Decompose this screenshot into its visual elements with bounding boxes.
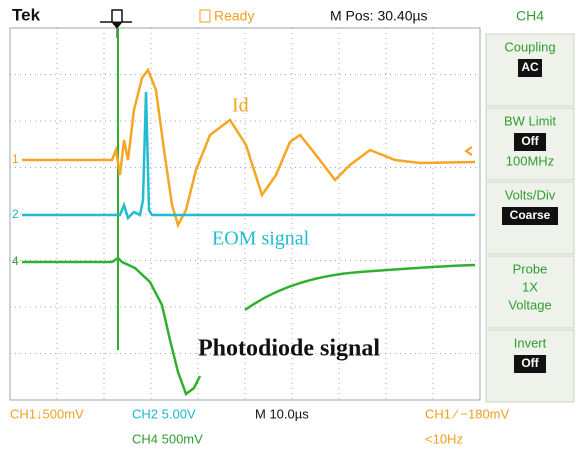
side-menu: Coupling AC BW Limit Off 100MHz Volts/Div Coar… [486, 34, 574, 402]
timebase: M 10.0µs [255, 406, 309, 421]
eom-label: EOM signal [212, 228, 310, 250]
menu-extra: 1X [522, 279, 538, 294]
ch4-marker: 4 [12, 254, 19, 268]
menu-item[interactable]: Invert Off [486, 330, 574, 402]
ch1-setting: CH1↓500mV [10, 406, 84, 421]
channel: CH4 [516, 8, 544, 24]
ch2-marker: 2 [12, 207, 19, 221]
menu-extra: Voltage [508, 297, 551, 312]
photodiode-label: Photodiode signal [198, 336, 380, 362]
menu-item[interactable]: Volts/Div Coarse [486, 182, 574, 254]
menu-label: BW Limit [504, 113, 556, 128]
menu-value: AC [521, 60, 539, 74]
ch2-setting: CH2 5.00V [132, 406, 196, 421]
id-label: Id [232, 95, 249, 117]
menu-label: Invert [514, 335, 547, 350]
scope-screen: Tek Ready M Pos: 30.40µs CH4 1 2 4 Id EO… [0, 0, 576, 457]
position: M Pos: 30.40µs [330, 8, 428, 24]
menu-item[interactable]: Coupling AC [486, 34, 574, 106]
menu-label: Volts/Div [505, 187, 556, 202]
menu-value: Coarse [510, 208, 551, 222]
menu-item[interactable]: BW Limit Off 100MHz [486, 108, 574, 180]
ch1-marker: 1 [12, 152, 19, 166]
trigger-setting: CH1 ∕ −180mV [425, 406, 510, 421]
menu-extra: 100MHz [506, 153, 554, 168]
menu-value: Off [521, 356, 539, 370]
menu-label: Probe [513, 261, 548, 276]
ch4-setting: CH4 500mV [132, 431, 203, 446]
brand: Tek [12, 5, 41, 24]
menu-item[interactable]: Probe 1X Voltage [486, 256, 574, 328]
frequency: <10Hz [425, 431, 463, 446]
menu-value: Off [521, 134, 539, 148]
menu-label: Coupling [504, 39, 555, 54]
status: Ready [214, 8, 254, 24]
